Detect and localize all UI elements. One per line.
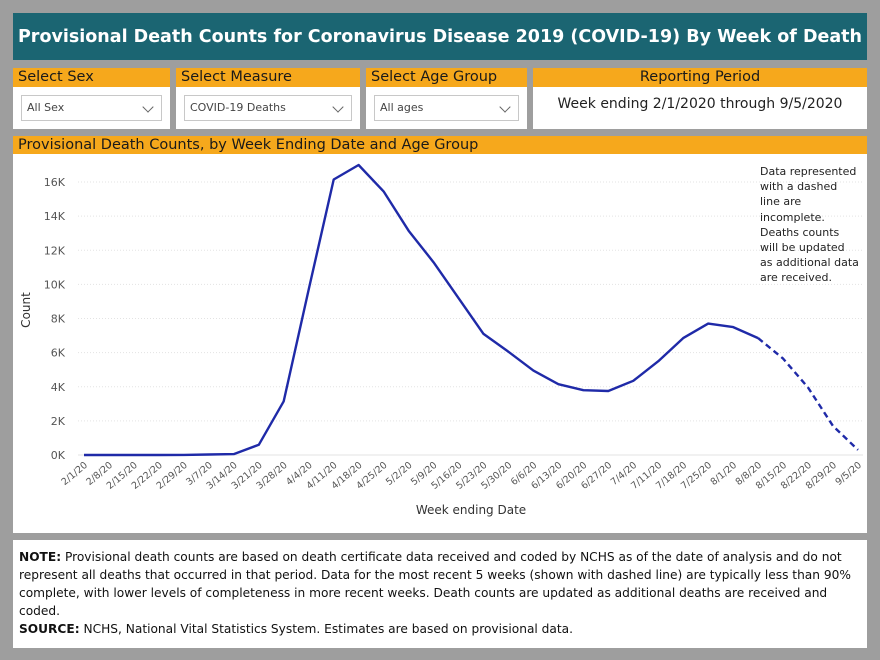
y-tick-label: 6K [51,347,66,360]
note-paragraph: NOTE: Provisional death counts are based… [19,548,859,620]
chart-panel: Provisional Death Counts, by Week Ending… [13,136,867,533]
source-label: SOURCE: [19,622,80,636]
y-tick-label: 10K [44,278,66,291]
x-tick-label: 2/1/20 [59,460,89,488]
sex-filter: Select Sex All Sex [13,68,170,129]
sex-dropdown[interactable]: All Sex [21,95,162,121]
chevron-down-icon [499,101,511,113]
measure-dropdown[interactable]: COVID-19 Deaths [184,95,352,121]
sex-filter-label: Select Sex [13,68,170,87]
y-tick-label: 4K [51,381,66,394]
chart-header: Provisional Death Counts, by Week Ending… [13,136,867,154]
y-axis-title: Count [19,292,33,328]
age-filter-label: Select Age Group [366,68,527,87]
age-dropdown[interactable]: All ages [374,95,519,121]
x-tick-label: 5/2/20 [384,460,414,488]
line-chart: 0K2K4K6K8K10K12K14K16K2/1/202/8/202/15/2… [19,163,864,517]
y-tick-label: 2K [51,415,66,428]
reporting-period-panel: Reporting Period Week ending 2/1/2020 th… [533,68,867,129]
source-paragraph: SOURCE: NCHS, National Vital Statistics … [19,620,859,638]
measure-dropdown-value: COVID-19 Deaths [190,101,286,114]
y-tick-label: 16K [44,176,66,189]
age-dropdown-value: All ages [380,101,424,114]
y-tick-label: 14K [44,210,66,223]
series-line-incomplete [757,337,859,451]
note-text: Provisional death counts are based on de… [19,550,851,618]
y-tick-label: 12K [44,244,66,257]
series-line-complete [84,163,759,457]
footer-notes: NOTE: Provisional death counts are based… [13,540,867,648]
x-tick-label: 9/5/20 [833,460,863,488]
source-text: NCHS, National Vital Statistics System. … [79,622,573,636]
y-tick-label: 8K [51,313,66,326]
y-tick-label: 0K [51,449,66,462]
x-tick-label: 8/1/20 [709,460,739,488]
measure-filter: Select Measure COVID-19 Deaths [176,68,360,129]
measure-filter-label: Select Measure [176,68,360,87]
dashboard-title: Provisional Death Counts for Coronavirus… [13,13,867,60]
reporting-period-label: Reporting Period [533,68,867,87]
x-axis-title: Week ending Date [416,503,526,517]
sex-dropdown-value: All Sex [27,101,65,114]
dashed-line-note: Data represented with a dashed line are … [760,165,859,285]
chevron-down-icon [142,101,154,113]
reporting-period-value: Week ending 2/1/2020 through 9/5/2020 [557,96,843,112]
chevron-down-icon [332,101,344,113]
note-label: NOTE: [19,550,62,564]
age-filter: Select Age Group All ages [366,68,527,129]
